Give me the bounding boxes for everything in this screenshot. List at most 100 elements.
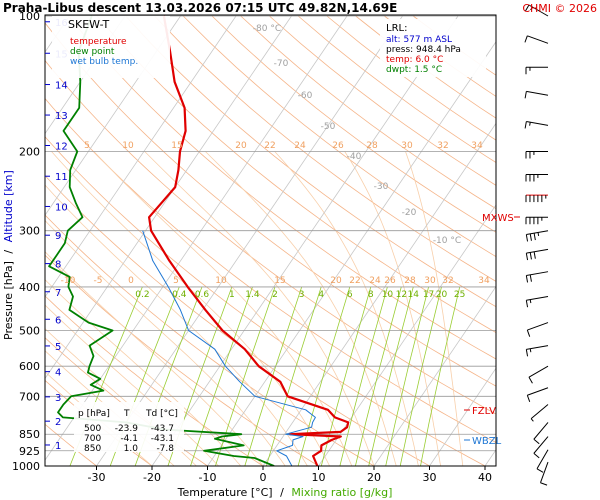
wind-barb <box>525 194 548 203</box>
isotherm <box>207 41 496 466</box>
lrl-pressure: press: 948.4 hPa <box>386 45 461 55</box>
theta-label: -5 <box>94 276 103 286</box>
legend-item-dew-point: dew point <box>70 47 115 57</box>
dry-adiabat <box>154 15 496 282</box>
lrl-dewpoint: dwpt: 1.5 °C <box>386 65 442 75</box>
altitude-tick-label: 1 <box>55 441 61 452</box>
wind-barb <box>525 271 549 283</box>
theta-label: -10 <box>61 276 76 286</box>
y-axis-title: Pressure [hPa] / Altitude [km] <box>2 170 15 340</box>
y-axis-title-sep: / <box>2 250 15 254</box>
lrl-background <box>380 19 486 77</box>
legend: SKEW-T temperature dew point wet bulb te… <box>52 16 170 78</box>
theta-label: 28 <box>404 276 416 286</box>
altitude-tick-label: 12 <box>55 142 68 153</box>
table-row-1-td: -43.7 <box>151 424 174 434</box>
isotherm-label: -80 °C <box>253 24 281 34</box>
isotherm <box>96 15 403 466</box>
temperature-tick-label: 10 <box>312 471 326 484</box>
wind-barb-feather <box>533 452 540 459</box>
isotherm <box>484 449 496 466</box>
altitude-tick-label: 10 <box>55 202 68 213</box>
wind-barb-feather <box>529 252 532 260</box>
isotherm-label: -50 <box>321 122 336 132</box>
theta-label: 15 <box>274 276 285 286</box>
chart-title: Praha-Libus descent 13.03.2026 07:15 UTC… <box>3 1 397 15</box>
wind-barb-shaft <box>526 230 549 236</box>
wind-barb-feather <box>525 234 529 242</box>
theta-label: 26 <box>384 276 396 286</box>
wind-barb-shaft <box>540 461 549 483</box>
theta-label: 20 <box>330 276 342 286</box>
wind-barb <box>525 295 549 308</box>
fzlv-label: FZLV <box>472 406 496 417</box>
wind-barb <box>526 387 549 403</box>
profile-dew-point <box>48 15 275 466</box>
level-markers: MXWS FZLV WBZL <box>464 213 520 447</box>
pressure-tick-label: 500 <box>19 325 40 338</box>
mixing-ratio-label: 1.4 <box>245 290 260 300</box>
wind-barb-half-feather <box>529 348 532 353</box>
wind-barb <box>525 248 549 261</box>
lrl-altitude: alt: 577 m ASL <box>386 35 452 45</box>
legend-item-wet-bulb: wet bulb temp. <box>70 57 138 67</box>
wind-barb <box>524 121 549 129</box>
theta-label: 0 <box>128 276 134 286</box>
x-axis-title-mix: Mixing ratio [g/kg] <box>291 486 392 499</box>
mixing-ratio-line <box>320 286 372 466</box>
mixing-ratio-line <box>368 286 414 466</box>
wind-barb <box>536 449 549 473</box>
dry-adiabat <box>45 59 496 415</box>
isotherm <box>45 15 126 135</box>
wind-barb-feather <box>526 395 531 403</box>
pressure-tick-label: 925 <box>19 445 40 458</box>
y-axis-title-pressure: Pressure [hPa] <box>2 261 15 340</box>
isotherm-label: -30 <box>374 182 389 192</box>
theta-label: 5 <box>173 276 179 286</box>
theta-label: 34 <box>478 276 490 286</box>
mixing-ratio-line <box>244 286 303 466</box>
wind-barb-feather <box>525 300 529 308</box>
mixing-ratio-label: 3 <box>299 290 305 300</box>
temperature-tick-label: -10 <box>199 471 217 484</box>
dry-adiabat <box>211 15 496 233</box>
wind-barb-feather <box>533 438 540 445</box>
altitude-tick-label: 3 <box>55 393 61 404</box>
wind-barb-shaft <box>526 271 549 277</box>
wind-barb-feather <box>526 329 531 337</box>
isotherm <box>262 122 496 466</box>
theta-label: 10 <box>215 276 227 286</box>
x-axis-title-sep: / <box>280 486 284 499</box>
wind-barb-half-feather <box>529 122 531 126</box>
mixing-ratio-label: 0.4 <box>172 290 187 300</box>
temperature-tick-label: -20 <box>143 471 161 484</box>
upper-theta-label: 24 <box>294 141 306 151</box>
wind-barb-feather <box>528 376 533 384</box>
wind-barb <box>528 365 549 384</box>
table-row-3-t: 1.0 <box>124 444 139 454</box>
upper-theta-label: 32 <box>437 141 448 151</box>
wind-barb-shaft <box>527 387 549 396</box>
table-row-3-td: -7.8 <box>156 444 174 454</box>
x-axis-title-temp: Temperature [°C] <box>177 486 273 499</box>
wind-barb-feather <box>525 253 529 261</box>
profiles-layer <box>48 15 350 466</box>
profile-temperature <box>148 15 350 466</box>
temperature-tick-label: 20 <box>367 471 381 484</box>
mixing-ratio-label: 10 <box>382 290 394 300</box>
y-axis-title-text: Pressure [hPa] / Altitude [km] <box>2 170 15 340</box>
table-header-p: p [hPa] <box>78 409 110 419</box>
dry-adiabat <box>96 15 496 334</box>
wind-barb-feather <box>536 468 544 473</box>
isotherm <box>45 15 237 298</box>
wind-barb <box>525 66 548 75</box>
table-background <box>74 402 184 452</box>
mixing-ratio-line <box>339 286 388 466</box>
upper-theta-label: 34 <box>471 141 483 151</box>
pressure-tick-label: 1000 <box>12 460 40 473</box>
wind-barb <box>525 230 549 242</box>
altitude-tick-label: 8 <box>55 260 61 271</box>
altitude-tick-label: 7 <box>55 288 61 299</box>
altitude-tick-label: 2 <box>55 417 61 428</box>
